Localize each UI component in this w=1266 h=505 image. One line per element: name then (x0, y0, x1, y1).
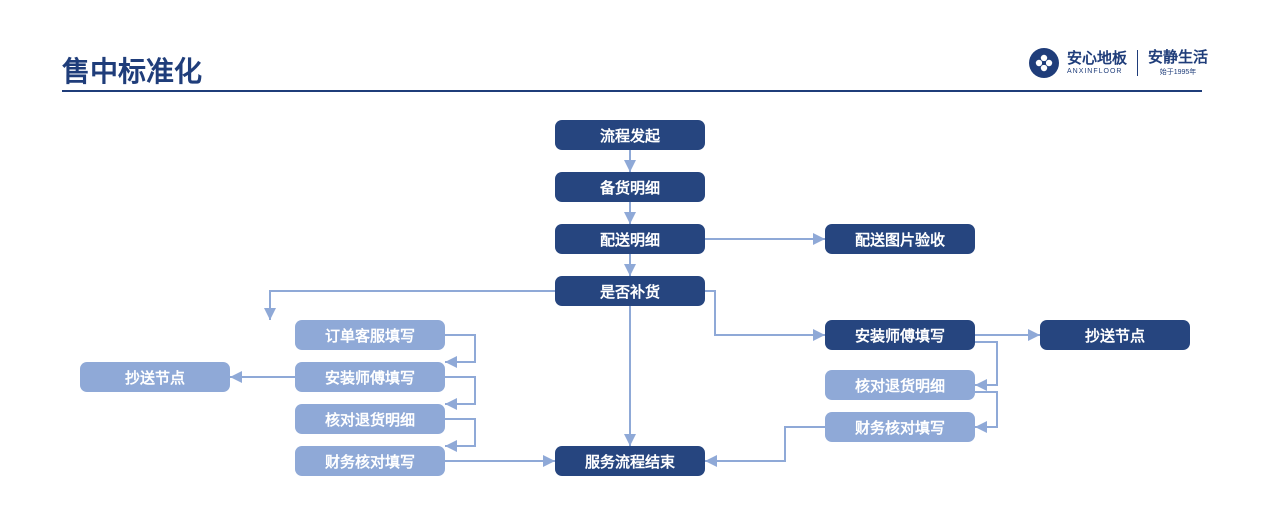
flow-edge (705, 291, 825, 335)
flow-node-l_cc: 抄送节点 (80, 362, 230, 392)
flow-node-order_cs: 订单客服填写 (295, 320, 445, 350)
flow-edge (270, 291, 555, 320)
flow-node-r_finance: 财务核对填写 (825, 412, 975, 442)
flow-node-l_finance: 财务核对填写 (295, 446, 445, 476)
flow-node-l_return: 核对退货明细 (295, 404, 445, 434)
flow-node-start: 流程发起 (555, 120, 705, 150)
flow-edge (445, 419, 475, 446)
flow-node-delpic: 配送图片验收 (825, 224, 975, 254)
flow-edge (705, 427, 825, 461)
flow-node-deliver: 配送明细 (555, 224, 705, 254)
flow-edge (445, 335, 475, 362)
flow-node-r_cc: 抄送节点 (1040, 320, 1190, 350)
flow-edge (445, 377, 475, 404)
flow-node-l_install: 安装师傅填写 (295, 362, 445, 392)
flow-node-r_install: 安装师傅填写 (825, 320, 975, 350)
flow-node-end: 服务流程结束 (555, 446, 705, 476)
flow-node-restock: 是否补货 (555, 276, 705, 306)
flow-edge (975, 342, 997, 385)
flow-edge (975, 392, 997, 427)
flow-node-r_return: 核对退货明细 (825, 370, 975, 400)
flow-node-prep: 备货明细 (555, 172, 705, 202)
